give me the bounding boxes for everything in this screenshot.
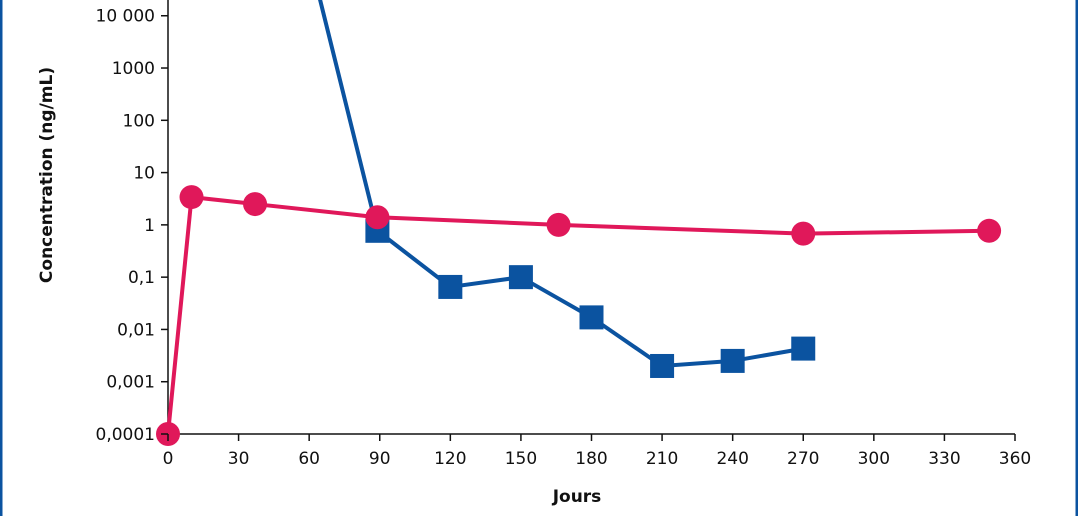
marker [650, 353, 675, 378]
y-tick-label: 10 000 [96, 7, 155, 27]
y-tick-label: 0,0001 [96, 425, 155, 445]
x-tick-label: 330 [928, 449, 960, 469]
x-tick-label: 120 [434, 449, 466, 469]
marker [791, 336, 816, 361]
x-tick-label: 0 [163, 449, 174, 469]
x-tick-label: 360 [999, 449, 1031, 469]
y-tick-label: 100 [123, 111, 155, 131]
x-tick-label: 60 [298, 449, 320, 469]
plot-area [156, 0, 1002, 446]
x-tick-label: 30 [228, 449, 250, 469]
y-tick-label: 0,1 [128, 268, 155, 288]
y-axis-label: Concentration (ng/mL) [37, 67, 57, 283]
series-line [318, 0, 804, 369]
x-tick-label: 90 [369, 449, 391, 469]
x-tick-label: 150 [505, 449, 537, 469]
x-axis-label: Jours [552, 487, 602, 507]
marker [438, 274, 463, 299]
marker [579, 305, 604, 330]
x-tick-label: 240 [716, 449, 748, 469]
x-tick-label: 210 [646, 449, 678, 469]
marker [243, 192, 268, 217]
y-tick-label: 10 [133, 164, 155, 184]
y-tick-label: 0,001 [106, 373, 155, 393]
y-tick-label: 1000 [112, 59, 155, 79]
x-tick-label: 300 [858, 449, 890, 469]
x-tick-label: 180 [575, 449, 607, 469]
x-tick-label: 270 [787, 449, 819, 469]
series-line [166, 194, 990, 435]
marker [546, 212, 571, 237]
marker [977, 218, 1002, 243]
marker [508, 265, 533, 290]
marker [365, 205, 390, 230]
marker [720, 348, 745, 373]
y-tick-label: 1 [144, 216, 155, 236]
marker [179, 185, 204, 210]
y-tick-label: 0,01 [117, 320, 155, 340]
marker [791, 221, 816, 246]
